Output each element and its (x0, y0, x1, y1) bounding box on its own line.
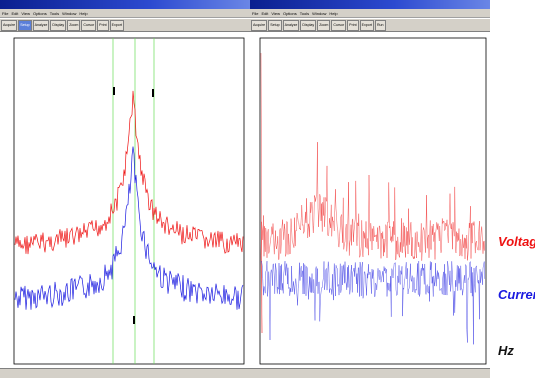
menu-item[interactable]: Tools (299, 10, 310, 16)
right-toolbar: Acquire Setup Analyze Display Zoom Curso… (250, 19, 490, 32)
right-title-bar (250, 0, 490, 9)
menu-item[interactable]: Options (282, 10, 297, 16)
menu-item[interactable]: Edit (261, 10, 269, 16)
menu-item[interactable]: Help (329, 10, 338, 16)
menu-item[interactable]: Edit (11, 10, 19, 16)
menu-item[interactable]: Tools (49, 10, 60, 16)
menu-item[interactable]: View (271, 10, 280, 16)
left-status-bar (0, 368, 250, 378)
marker-tag (133, 316, 135, 324)
right-menu-bar: File Edit View Options Tools Window Help (250, 9, 490, 18)
menu-item[interactable]: Window (312, 10, 327, 16)
right-timeseries-window: File Edit View Options Tools Window Help… (250, 0, 490, 378)
left-title-bar (0, 0, 250, 9)
toolbar-button[interactable]: Analyze (282, 19, 300, 31)
toolbar-button[interactable]: Export (109, 19, 124, 31)
voltage-timeseries-trace (260, 52, 485, 334)
hz-label: Hz (498, 343, 514, 358)
toolbar-button[interactable]: Export (359, 19, 374, 31)
current-label: Current (498, 287, 535, 302)
toolbar-button[interactable]: Setup (268, 19, 282, 31)
menu-item[interactable]: View (21, 10, 30, 16)
voltage-label: Voltage (498, 234, 535, 249)
toolbar-button[interactable]: Analyze (32, 19, 50, 31)
right-status-bar (250, 368, 490, 378)
current-spectrum-trace (14, 146, 244, 310)
toolbar-button[interactable]: Display (300, 19, 317, 31)
plot-frame (259, 37, 487, 365)
toolbar-button[interactable]: Zoom (67, 19, 81, 31)
plot-frame (13, 37, 245, 365)
left-spectrum-plot (13, 37, 245, 365)
left-menu-bar: File Edit View Options Tools Window Help (0, 9, 250, 18)
left-toolbar: Acquire Setup Analyze Display Zoom Curso… (0, 19, 250, 32)
toolbar-button[interactable]: Print (97, 19, 109, 31)
toolbar-button[interactable]: Acquire (251, 19, 268, 31)
marker-tag (113, 87, 115, 95)
toolbar-button-active[interactable]: Setup (18, 19, 32, 31)
toolbar-button[interactable]: Print (347, 19, 359, 31)
toolbar-button[interactable]: Run (374, 19, 386, 31)
marker-tag (152, 89, 154, 97)
voltage-spectrum-trace (14, 90, 244, 255)
toolbar-button[interactable]: Cursor (331, 19, 347, 31)
toolbar-button[interactable]: Cursor (81, 19, 97, 31)
toolbar-button[interactable]: Acquire (1, 19, 18, 31)
menu-item[interactable]: Window (62, 10, 77, 16)
menu-item[interactable]: Options (32, 10, 47, 16)
menu-item[interactable]: File (252, 10, 259, 16)
toolbar-button[interactable]: Zoom (317, 19, 331, 31)
current-timeseries-trace (260, 260, 485, 345)
menu-item[interactable]: Help (79, 10, 88, 16)
right-timeseries-plot (259, 37, 487, 365)
toolbar-button[interactable]: Display (50, 19, 67, 31)
menu-item[interactable]: File (2, 10, 9, 16)
left-spectrum-window: File Edit View Options Tools Window Help… (0, 0, 250, 378)
